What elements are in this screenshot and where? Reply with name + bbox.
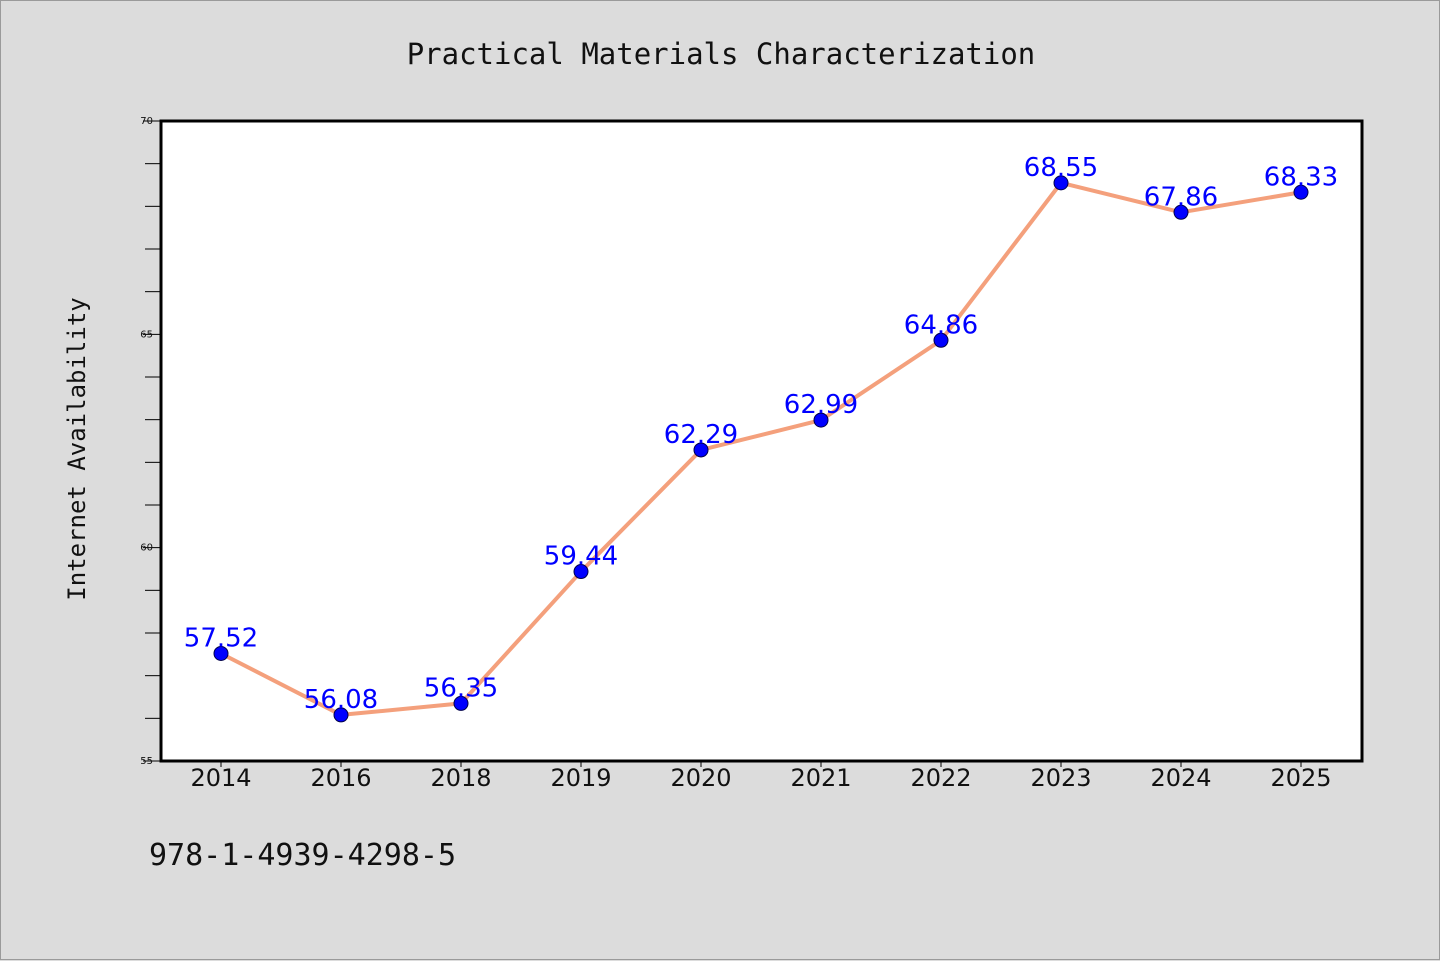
x-tick-label: 2014 bbox=[190, 764, 251, 792]
y-tick-label: 65 bbox=[140, 329, 153, 340]
data-point bbox=[333, 707, 349, 723]
series-line bbox=[219, 180, 1303, 717]
data-label: 57.52 bbox=[184, 623, 258, 653]
data-point bbox=[213, 645, 229, 661]
data-label: 62.29 bbox=[664, 420, 738, 450]
isbn-footer: 978-1-4939-4298-5 bbox=[149, 838, 456, 873]
data-label: 56.08 bbox=[304, 685, 378, 715]
data-label: 56.35 bbox=[424, 673, 498, 703]
x-tick-label: 2022 bbox=[910, 764, 971, 792]
x-tick-label: 2016 bbox=[310, 764, 371, 792]
data-point bbox=[933, 332, 949, 348]
data-label: 62.99 bbox=[784, 390, 858, 420]
plot-area bbox=[159, 119, 1364, 763]
data-point bbox=[1293, 184, 1309, 200]
y-tick-label: 55 bbox=[140, 756, 153, 767]
data-label: 64.86 bbox=[904, 310, 978, 340]
data-point bbox=[813, 412, 829, 428]
y-tick-label: 60 bbox=[140, 543, 153, 554]
y-axis-label: Internet Availability bbox=[63, 297, 91, 600]
y-tick-label: 70 bbox=[140, 116, 153, 127]
y-axis: 55 60 65 70 bbox=[140, 116, 161, 767]
x-axis: 2014 2016 2018 2019 2020 2021 2022 2023 2024 2025 bbox=[190, 761, 1332, 792]
chart-title: Practical Materials Characterization bbox=[407, 37, 1036, 71]
data-point bbox=[1053, 175, 1069, 191]
data-point bbox=[453, 695, 469, 711]
data-point bbox=[693, 442, 709, 458]
x-tick-label: 2023 bbox=[1030, 764, 1091, 792]
x-tick-label: 2021 bbox=[790, 764, 851, 792]
x-tick-label: 2024 bbox=[1150, 764, 1211, 792]
data-label: 68.55 bbox=[1024, 153, 1098, 183]
data-point bbox=[573, 564, 589, 580]
data-label: 67.86 bbox=[1144, 182, 1218, 212]
x-tick-label: 2019 bbox=[550, 764, 611, 792]
series-layer: 57.52 56.08 56.35 59.44 62.29 62.99 64.86 68.55… bbox=[184, 153, 1338, 723]
x-tick-label: 2018 bbox=[430, 764, 491, 792]
data-label: 59.44 bbox=[544, 542, 618, 572]
x-tick-label: 2020 bbox=[670, 764, 731, 792]
data-point bbox=[1173, 204, 1189, 220]
x-tick-label: 2025 bbox=[1270, 764, 1331, 792]
data-label: 68.33 bbox=[1264, 162, 1338, 192]
